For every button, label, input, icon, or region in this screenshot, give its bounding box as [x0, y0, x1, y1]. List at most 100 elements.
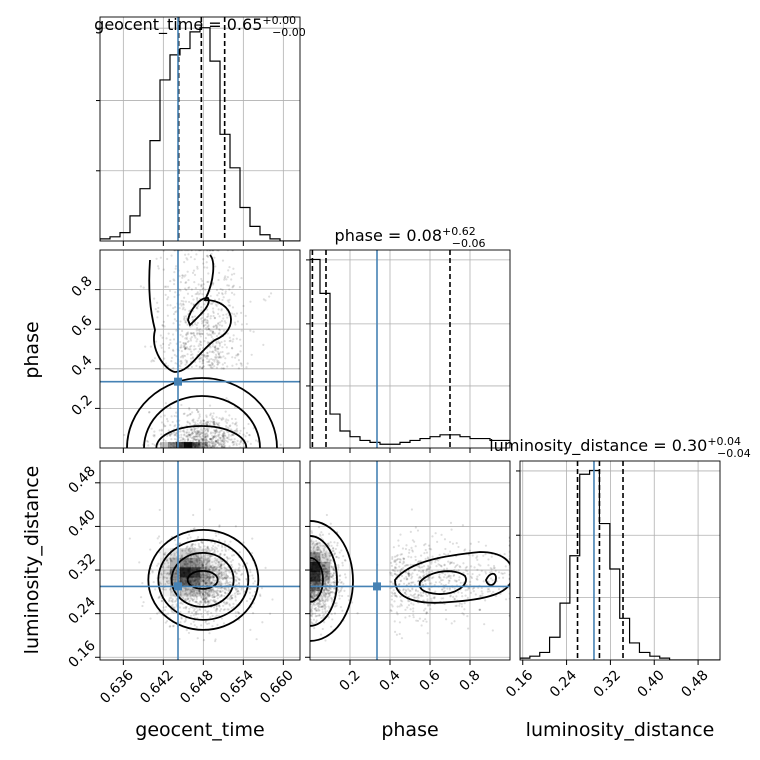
sample-point	[221, 443, 224, 446]
sample-point	[390, 591, 393, 594]
sample-point	[203, 596, 206, 599]
sample-point	[201, 332, 204, 336]
sample-point	[410, 581, 413, 584]
sample-point	[167, 572, 170, 575]
sample-point	[225, 346, 228, 349]
sample-point	[223, 574, 226, 577]
sample-point	[185, 562, 189, 565]
sample-point	[442, 552, 446, 555]
sample-point	[430, 582, 433, 585]
sample-point	[187, 413, 190, 417]
sample-point	[248, 434, 251, 437]
sample-point	[210, 252, 213, 256]
sample-point	[172, 442, 175, 445]
sample-point	[408, 582, 411, 585]
sample-point	[484, 599, 487, 602]
sample-point	[206, 254, 209, 257]
sample-point	[203, 354, 206, 357]
sample-point	[173, 434, 176, 437]
sample-point	[173, 606, 176, 609]
sample-point	[209, 555, 212, 558]
sample-point	[310, 620, 313, 624]
sample-point	[204, 435, 207, 438]
sample-point	[228, 304, 232, 307]
sample-point	[187, 562, 190, 566]
sample-point	[208, 364, 212, 367]
sample-point	[310, 615, 314, 618]
sample-point	[408, 615, 411, 618]
sample-point	[324, 552, 327, 555]
sample-point	[158, 551, 161, 554]
sample-point	[426, 556, 429, 559]
sample-point	[216, 325, 219, 328]
sample-point	[337, 591, 341, 594]
sample-point	[169, 587, 172, 591]
sample-point	[226, 332, 229, 335]
sample-point	[210, 442, 213, 445]
sample-point	[189, 345, 192, 348]
sample-point	[419, 554, 423, 557]
sample-point	[198, 430, 201, 433]
sample-point	[318, 614, 321, 617]
sample-point	[169, 433, 172, 437]
sample-point	[208, 559, 211, 562]
sample-point	[227, 301, 230, 304]
sample-point	[244, 314, 247, 317]
sample-point	[205, 581, 208, 584]
sample-point	[206, 435, 209, 438]
sample-point	[222, 604, 225, 607]
density-cell	[160, 442, 169, 448]
sample-point	[213, 443, 216, 446]
sample-point	[201, 422, 204, 426]
sample-point	[156, 310, 159, 313]
sample-point	[180, 403, 183, 407]
sample-point	[183, 345, 186, 348]
sample-point	[207, 360, 210, 363]
sample-point	[462, 571, 465, 574]
sample-point	[183, 562, 187, 566]
sample-point	[315, 547, 318, 550]
sample-point	[393, 567, 397, 570]
sample-point	[193, 546, 197, 550]
sample-point	[393, 559, 396, 562]
sample-point	[425, 611, 429, 614]
sample-point	[201, 332, 204, 336]
sample-point	[315, 555, 318, 558]
sample-point	[458, 576, 461, 579]
sample-point	[212, 596, 215, 599]
sample-point	[390, 603, 393, 606]
sample-point	[214, 589, 217, 593]
sample-point	[209, 583, 212, 586]
sample-point	[196, 267, 199, 270]
sample-point	[189, 348, 192, 351]
sample-point	[318, 555, 321, 558]
sample-point	[184, 587, 187, 590]
sample-point	[232, 605, 235, 609]
sample-point	[209, 582, 212, 585]
sample-point	[412, 610, 415, 613]
sample-point	[316, 581, 319, 584]
sample-point	[199, 559, 203, 562]
sample-point	[185, 605, 188, 609]
sample-point	[178, 606, 182, 609]
sample-point	[175, 543, 178, 546]
sample-point	[223, 591, 227, 594]
sample-point	[217, 604, 220, 607]
sample-point	[221, 589, 224, 593]
sample-point	[178, 637, 181, 641]
sample-point	[191, 316, 194, 319]
sample-point	[206, 575, 209, 578]
sample-point	[200, 576, 203, 579]
sample-point	[476, 568, 479, 571]
sample-point	[221, 433, 224, 436]
sample-point	[475, 556, 478, 559]
sample-point	[186, 597, 189, 600]
sample-point	[205, 596, 208, 600]
sample-point	[172, 322, 175, 325]
sample-point	[332, 546, 335, 550]
sample-point	[208, 592, 211, 595]
sample-point	[406, 572, 410, 575]
sample-point	[173, 425, 176, 428]
sample-point	[155, 257, 158, 260]
density-cell	[170, 567, 181, 578]
